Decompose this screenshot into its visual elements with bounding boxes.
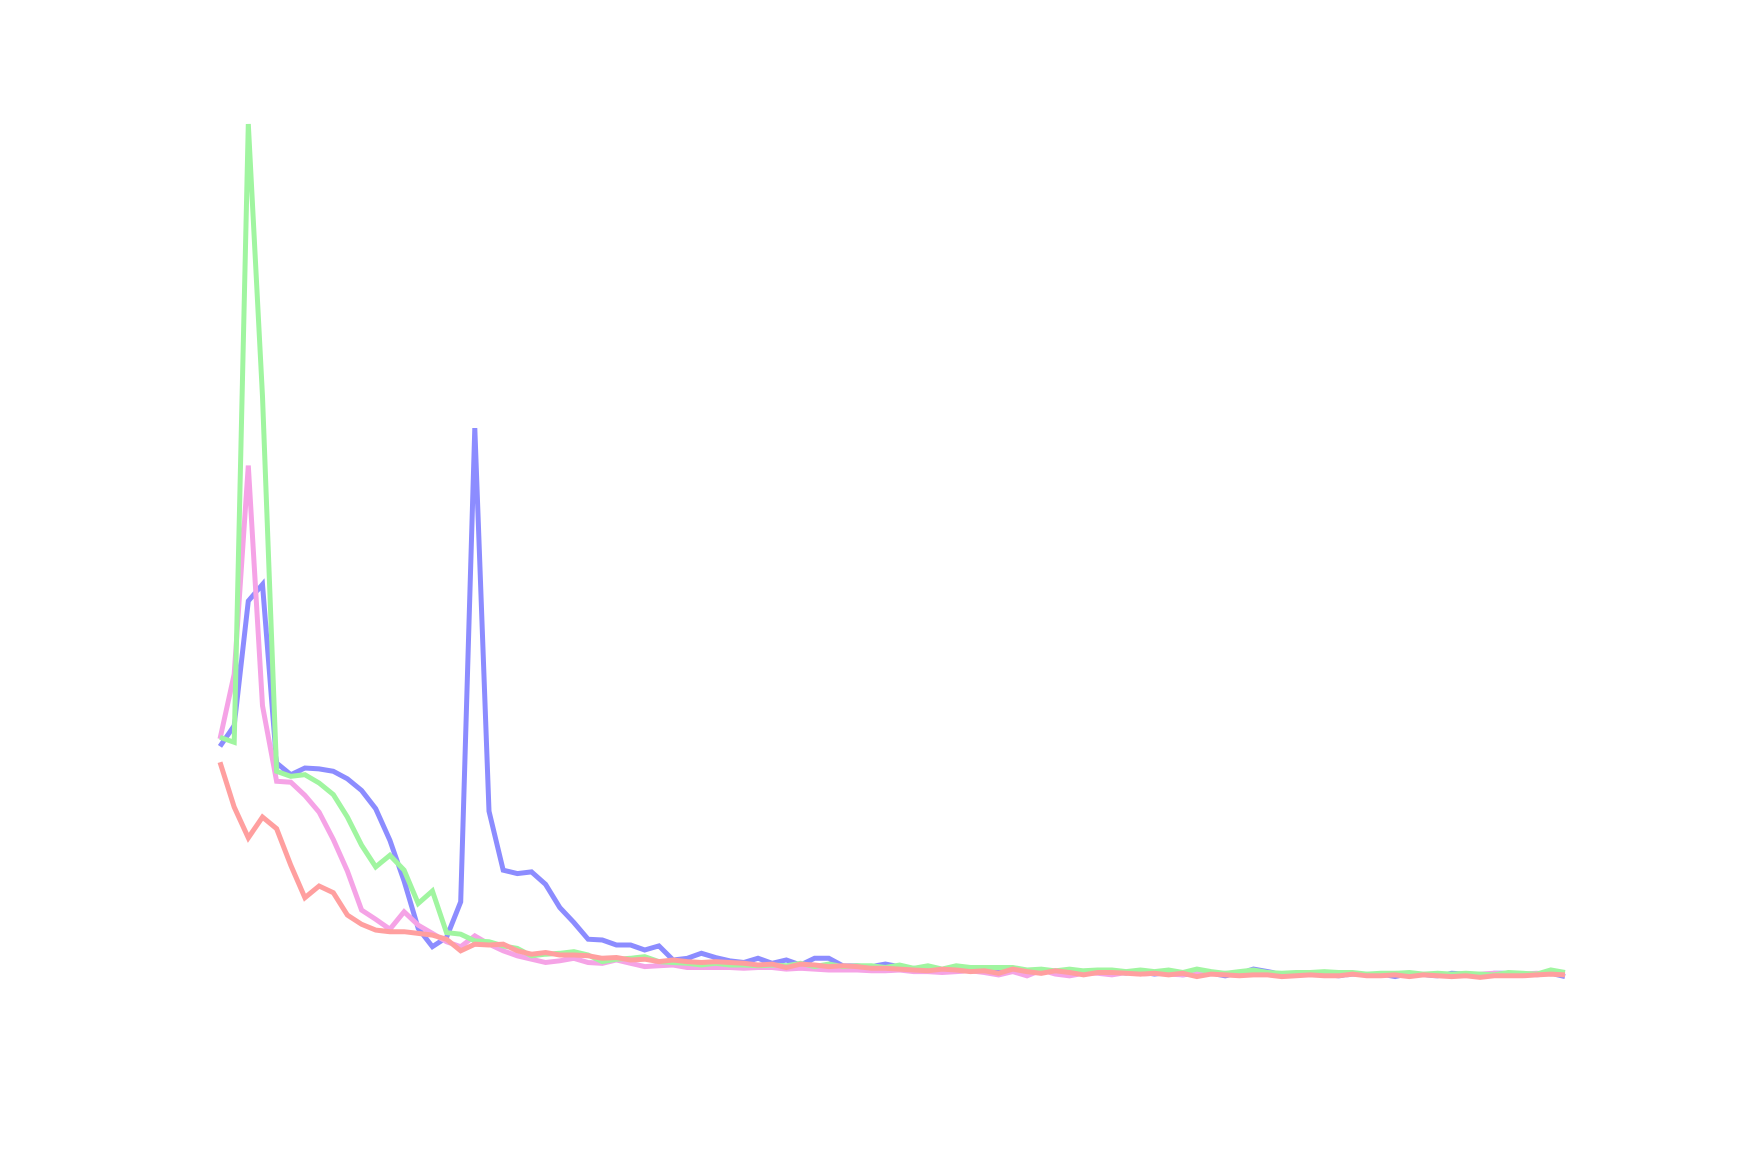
series-layer bbox=[217, 123, 1566, 980]
plot-background bbox=[120, 70, 1640, 1030]
series-line-4 bbox=[217, 761, 1566, 980]
